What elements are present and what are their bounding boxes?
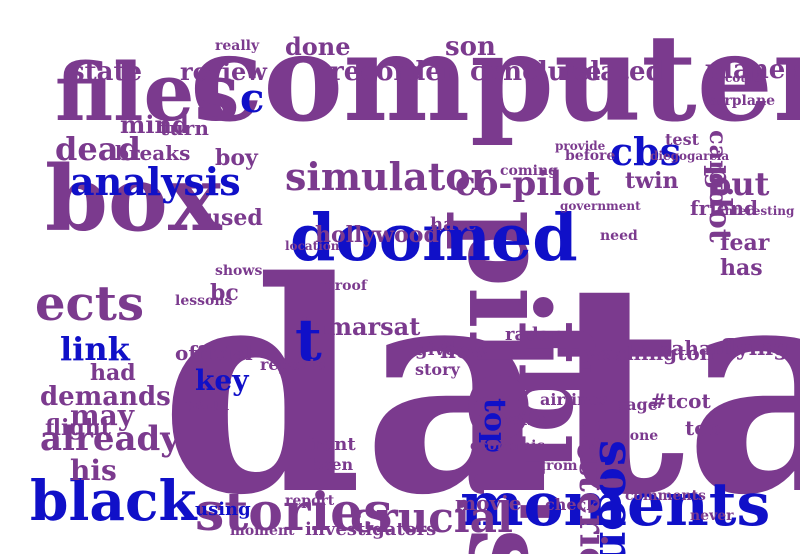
word-government: government	[560, 199, 641, 213]
word-already: already	[40, 419, 181, 459]
word-friend: friend	[690, 196, 758, 220]
word-turn: turn	[160, 116, 209, 140]
word-check: check	[545, 495, 598, 514]
word-ects: ects	[35, 276, 144, 332]
word-hollywood: hollywood	[315, 222, 439, 248]
word-location: location	[285, 239, 340, 253]
word-box: box	[45, 146, 223, 252]
word-diegogarcia: diegogarcia	[650, 149, 729, 163]
word-files: files	[55, 45, 240, 139]
word-flight: flight	[45, 415, 112, 441]
word-batteries: batteries	[571, 410, 613, 554]
word-bc: bc	[210, 280, 239, 306]
word-cargo: cargo	[704, 130, 733, 206]
word-have: have	[430, 214, 477, 235]
word-son: son	[445, 32, 496, 62]
word-data: data	[160, 219, 800, 554]
word-key: key	[195, 364, 249, 397]
word-need: need	[600, 228, 638, 244]
word-using: using	[195, 499, 251, 520]
word-front: front	[305, 434, 356, 455]
word-cbs: cbs	[610, 129, 681, 174]
word-really: really	[215, 38, 260, 54]
word-moments: moments	[460, 470, 770, 540]
word-moment: moment	[230, 523, 295, 539]
word-coming: coming	[500, 163, 558, 179]
word-may: may	[70, 399, 135, 432]
word-simulator: simulator	[285, 154, 492, 199]
word-lessons: lessons	[175, 293, 233, 309]
word-fear: fear	[720, 230, 770, 256]
word-investigators: investigators	[305, 519, 436, 540]
word-pilot-s: pilot's	[444, 210, 573, 554]
word-paul: paul	[185, 394, 229, 415]
word-state: state	[70, 57, 142, 87]
word-done: done	[285, 32, 351, 61]
word-gone: gone	[620, 428, 658, 444]
word-inmarsat: inmarsat	[300, 312, 420, 341]
word-used: used	[205, 205, 263, 231]
word-review: review	[180, 57, 268, 86]
word-radar: radar	[505, 324, 560, 345]
word-has: has	[720, 255, 763, 281]
word-been: been	[310, 455, 354, 474]
word-t: t	[295, 306, 322, 374]
word-recorder: recorder	[330, 57, 456, 87]
word-before: before	[565, 148, 615, 164]
word-shows: shows	[215, 263, 262, 279]
word-c: c	[240, 75, 264, 122]
word-story: story	[415, 360, 461, 379]
word-black: black	[30, 468, 198, 533]
word-provide: provide	[555, 139, 606, 153]
word-had: had	[90, 360, 136, 386]
word-economic: economic	[470, 438, 545, 454]
word-official: official	[175, 341, 253, 365]
word-tcot: #tcot	[650, 389, 712, 413]
word-never: never	[690, 508, 734, 524]
word-computer: computer	[190, 8, 800, 149]
word-plane-s: plane's	[705, 55, 800, 85]
word-fbi: fbi	[496, 320, 614, 471]
word-washington: washington	[584, 341, 715, 365]
word-flying: flying	[720, 335, 789, 361]
word-breaks: breaks	[115, 141, 190, 165]
word-stories: stories	[195, 482, 393, 543]
word-co-pilot: co-pilot	[455, 164, 601, 204]
word-his: his	[70, 454, 117, 487]
word-link: link	[60, 330, 131, 368]
word-page: page	[615, 395, 658, 414]
word-reports: reports	[260, 355, 325, 374]
word-dead: dead	[55, 130, 141, 168]
word-boy: boy	[215, 145, 259, 171]
word-twin: twin	[625, 168, 678, 194]
word-conclude: conclude	[470, 57, 601, 87]
word-give: give	[415, 339, 456, 360]
word-zaharie: zaharie	[660, 336, 743, 360]
word-wife: wife	[504, 409, 547, 430]
word-too: too	[685, 416, 721, 440]
word-related: related	[560, 57, 664, 87]
word-soon: soon	[588, 440, 644, 554]
word-analysis: analysis	[70, 159, 241, 204]
word-could: could	[725, 71, 763, 85]
word-airlines: airlines	[540, 390, 608, 409]
word-demands: demands	[40, 382, 171, 412]
word-doomed: doomed	[290, 200, 578, 276]
word-test: test	[665, 130, 700, 149]
word-report: report	[285, 493, 335, 509]
word-out: out	[710, 165, 770, 203]
word-pilot: pilot	[702, 165, 737, 243]
word-airplane: airplane	[710, 93, 775, 109]
word-movie: movie	[455, 491, 521, 515]
word-crucial: crucial	[350, 493, 513, 542]
word-interesting: interesting	[720, 204, 795, 218]
word-from: from	[540, 458, 578, 474]
word-comments: comments	[625, 488, 706, 504]
word-mind: mind	[120, 110, 189, 139]
word-top: top	[477, 398, 512, 453]
word-proof: proof	[325, 278, 368, 294]
word-flew: flew	[440, 338, 490, 364]
